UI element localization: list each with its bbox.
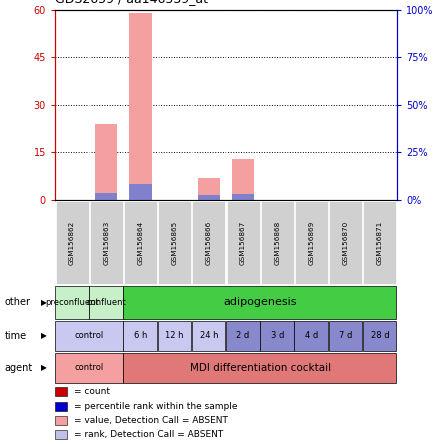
Bar: [55, 416, 67, 425]
Bar: [329, 201, 361, 284]
Bar: [328, 321, 361, 351]
Bar: [231, 194, 253, 200]
Bar: [260, 201, 293, 284]
Text: MDI differentiation cocktail: MDI differentiation cocktail: [189, 363, 330, 373]
Text: = rank, Detection Call = ABSENT: = rank, Detection Call = ABSENT: [74, 430, 223, 439]
Bar: [260, 321, 293, 351]
Text: agent: agent: [4, 363, 33, 373]
Bar: [55, 430, 67, 439]
Text: preconfluent: preconfluent: [45, 298, 99, 307]
Text: confluent: confluent: [86, 298, 126, 307]
Text: ▶: ▶: [41, 298, 47, 307]
Text: 24 h: 24 h: [199, 331, 217, 341]
Text: ▶: ▶: [41, 331, 47, 341]
Bar: [363, 201, 395, 284]
Bar: [90, 201, 122, 284]
Text: time: time: [4, 331, 26, 341]
Bar: [158, 201, 191, 284]
Bar: [362, 321, 395, 351]
Text: GDS2659 / aa146539_at: GDS2659 / aa146539_at: [55, 0, 207, 5]
Bar: [294, 321, 327, 351]
Bar: [55, 285, 88, 319]
Bar: [226, 321, 259, 351]
Bar: [231, 159, 253, 200]
Bar: [55, 401, 67, 411]
Bar: [129, 13, 151, 200]
Bar: [89, 285, 122, 319]
Text: adipogenesis: adipogenesis: [223, 297, 296, 307]
Text: GSM156871: GSM156871: [376, 220, 382, 265]
Text: 12 h: 12 h: [165, 331, 184, 341]
Bar: [95, 193, 117, 200]
Bar: [123, 285, 395, 319]
Bar: [197, 178, 220, 200]
Bar: [55, 387, 67, 396]
Bar: [294, 201, 327, 284]
Text: = value, Detection Call = ABSENT: = value, Detection Call = ABSENT: [74, 416, 227, 425]
Text: = percentile rank within the sample: = percentile rank within the sample: [74, 402, 237, 411]
Text: ▶: ▶: [41, 363, 47, 373]
Text: 6 h: 6 h: [134, 331, 147, 341]
Bar: [124, 201, 157, 284]
Text: GSM156869: GSM156869: [308, 220, 314, 265]
Bar: [123, 353, 395, 383]
Text: 4 d: 4 d: [304, 331, 317, 341]
Bar: [226, 201, 259, 284]
Text: = count: = count: [74, 388, 109, 396]
Text: 2 d: 2 d: [236, 331, 249, 341]
Bar: [129, 184, 151, 200]
Text: GSM156868: GSM156868: [274, 220, 279, 265]
Bar: [157, 321, 191, 351]
Text: 3 d: 3 d: [270, 331, 283, 341]
Text: GSM156867: GSM156867: [240, 220, 246, 265]
Text: GSM156865: GSM156865: [171, 220, 178, 265]
Bar: [55, 353, 122, 383]
Text: other: other: [4, 297, 30, 307]
Text: control: control: [74, 363, 104, 373]
Text: control: control: [74, 331, 104, 341]
Text: GSM156870: GSM156870: [342, 220, 348, 265]
Text: 7 d: 7 d: [338, 331, 352, 341]
Bar: [55, 321, 122, 351]
Bar: [191, 321, 225, 351]
Text: GSM156866: GSM156866: [205, 220, 211, 265]
Bar: [123, 321, 157, 351]
Text: GSM156862: GSM156862: [69, 220, 75, 265]
Bar: [192, 201, 225, 284]
Bar: [95, 124, 117, 200]
Bar: [56, 201, 88, 284]
Bar: [197, 195, 220, 200]
Text: 28 d: 28 d: [370, 331, 388, 341]
Text: GSM156863: GSM156863: [103, 220, 109, 265]
Text: GSM156864: GSM156864: [137, 220, 143, 265]
